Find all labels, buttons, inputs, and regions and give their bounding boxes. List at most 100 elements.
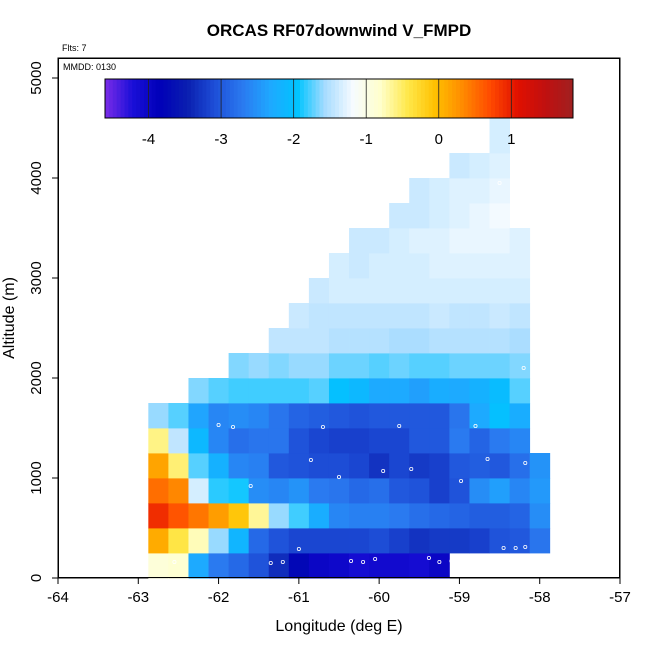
heatmap-cell bbox=[248, 503, 270, 529]
heatmap-cell bbox=[389, 328, 410, 354]
heatmap-cell bbox=[328, 353, 350, 379]
colorbar-segment bbox=[339, 79, 344, 118]
colorbar-segment bbox=[140, 79, 145, 118]
colorbar-tick-label: -1 bbox=[360, 131, 373, 148]
colorbar-segment bbox=[124, 79, 129, 118]
heatmap-cell bbox=[228, 553, 250, 579]
heatmap-cell bbox=[288, 378, 310, 404]
colorbar-segment bbox=[444, 79, 449, 118]
heatmap-cell bbox=[188, 403, 209, 429]
colorbar-segment bbox=[420, 79, 426, 118]
sample-point bbox=[172, 560, 177, 565]
heatmap-cell bbox=[308, 528, 330, 554]
heatmap-cell bbox=[288, 553, 310, 579]
heatmap-cell bbox=[369, 303, 390, 329]
heatmap-cell bbox=[389, 203, 410, 229]
heatmap-cell bbox=[489, 178, 511, 204]
heatmap-cell bbox=[429, 278, 450, 304]
colorbar-tick-label: 1 bbox=[507, 131, 515, 148]
heatmap-cell bbox=[529, 528, 551, 554]
heatmap-cell bbox=[369, 278, 390, 304]
heatmap-cell bbox=[328, 303, 350, 329]
heatmap-cell bbox=[429, 403, 450, 429]
heatmap-cell bbox=[268, 428, 290, 454]
heatmap-cell bbox=[449, 478, 470, 504]
heatmap-cell bbox=[268, 328, 290, 354]
colorbar-segment bbox=[214, 79, 219, 118]
heatmap-cell bbox=[308, 428, 330, 454]
heatmap-cell bbox=[349, 303, 370, 329]
colorbar-segment bbox=[132, 79, 137, 118]
mmdd-label: MMDD: 0130 bbox=[63, 62, 116, 72]
plot-frame-top bbox=[58, 58, 620, 578]
heatmap-cell bbox=[489, 328, 511, 354]
heatmap-cell bbox=[228, 378, 250, 404]
colorbar-segment bbox=[467, 79, 473, 118]
colorbar-segment bbox=[374, 79, 379, 118]
sample-point bbox=[320, 424, 325, 429]
heatmap-cell bbox=[429, 328, 450, 354]
y-tick-label: 0 bbox=[28, 574, 45, 582]
colorbar-segment bbox=[530, 79, 535, 118]
heatmap-cell bbox=[489, 203, 511, 229]
flights-label: Flts: 7 bbox=[62, 43, 87, 53]
sample-point bbox=[473, 423, 478, 428]
heatmap-cell bbox=[509, 253, 531, 279]
heatmap-cell bbox=[308, 278, 330, 304]
colorbar-segment bbox=[105, 79, 110, 118]
heatmap-cell bbox=[188, 453, 209, 479]
heatmap-cell bbox=[308, 403, 330, 429]
heatmap-cell bbox=[469, 453, 490, 479]
sample-point bbox=[437, 560, 442, 565]
heatmap-cell bbox=[489, 378, 511, 404]
colorbar-segment bbox=[147, 79, 153, 118]
heatmap-cell bbox=[328, 503, 350, 529]
sample-point bbox=[485, 456, 490, 461]
colorbar-segment bbox=[342, 79, 348, 118]
heatmap-cell bbox=[208, 478, 230, 504]
x-tick-label: -62 bbox=[208, 589, 230, 606]
heatmap-cell bbox=[188, 478, 209, 504]
heatmap-cell bbox=[529, 503, 551, 529]
colorbar-segment bbox=[413, 79, 418, 118]
heatmap-cell bbox=[409, 303, 430, 329]
heatmap-cell bbox=[489, 428, 511, 454]
colorbar-segment bbox=[300, 79, 305, 118]
sample-point bbox=[523, 545, 528, 550]
heatmap-cell bbox=[248, 553, 270, 579]
heatmap-cell bbox=[328, 478, 350, 504]
colorbar-segment bbox=[471, 79, 476, 118]
heatmap-cell bbox=[288, 303, 310, 329]
x-axis: -64 -63 -62 -61 -60 -59 -58 -57 bbox=[47, 578, 631, 606]
heatmap-cell bbox=[308, 503, 330, 529]
colorbar-segment bbox=[358, 79, 363, 118]
colorbar-segment bbox=[522, 79, 527, 118]
heatmap-cell bbox=[168, 528, 189, 554]
colorbar-segment bbox=[179, 79, 184, 118]
heatmap-cell bbox=[469, 403, 490, 429]
heatmap-cell bbox=[268, 453, 290, 479]
colorbar-segment bbox=[296, 79, 301, 118]
heatmap-cell bbox=[509, 478, 531, 504]
colorbar-segment bbox=[491, 79, 496, 118]
heatmap-cell bbox=[449, 353, 470, 379]
heatmap-cell bbox=[389, 453, 410, 479]
colorbar-segment bbox=[116, 79, 122, 118]
heatmap-cell bbox=[449, 403, 470, 429]
colorbar-segment bbox=[120, 79, 125, 118]
heatmap-cell bbox=[529, 453, 551, 479]
y-tick-label: 3000 bbox=[28, 261, 45, 294]
heatmap-cell bbox=[449, 228, 470, 254]
heatmap-cell bbox=[469, 353, 490, 379]
heatmap-cell bbox=[288, 428, 310, 454]
heatmap-cell bbox=[349, 553, 370, 579]
heatmap-cell bbox=[509, 303, 531, 329]
x-tick-label: -60 bbox=[368, 589, 390, 606]
heatmap-cell bbox=[148, 453, 169, 479]
heatmap-cell bbox=[449, 528, 470, 554]
y-tick-label: 1000 bbox=[28, 461, 45, 494]
colorbar-segment bbox=[323, 79, 328, 118]
heatmap-cell bbox=[188, 378, 209, 404]
colorbar-segment bbox=[225, 79, 231, 118]
heatmap-cell bbox=[449, 178, 470, 204]
